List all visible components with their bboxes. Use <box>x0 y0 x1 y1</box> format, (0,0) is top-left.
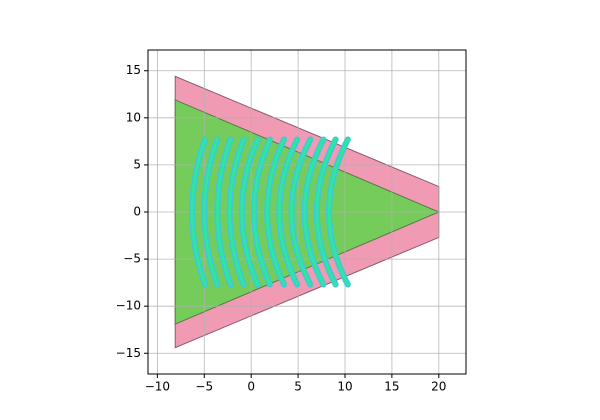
y-tick-label: 10 <box>126 110 141 124</box>
arc-fill <box>327 137 350 287</box>
x-tick-label: 10 <box>337 380 352 394</box>
y-tick-label: −5 <box>123 252 141 266</box>
arc <box>313 136 339 288</box>
arc <box>189 136 209 288</box>
y-tick-label: 15 <box>126 63 141 77</box>
arc-fill <box>228 137 246 287</box>
arc-fill <box>215 137 233 287</box>
x-tick-label: 15 <box>384 380 399 394</box>
x-tick-label: −5 <box>195 380 213 394</box>
x-tick-label: 5 <box>294 380 302 394</box>
arc-fill <box>290 137 312 287</box>
arc-fill <box>303 137 325 287</box>
arc <box>264 136 288 288</box>
arc <box>301 136 327 288</box>
y-tick-label: −15 <box>116 346 141 360</box>
arc <box>326 136 351 288</box>
y-tick-label: −10 <box>116 299 141 313</box>
x-tick-label: 0 <box>247 380 255 394</box>
arc <box>226 136 247 288</box>
arc <box>201 136 221 288</box>
arc-fill <box>315 137 338 287</box>
arc-fill <box>202 137 219 287</box>
arc-fill <box>240 137 260 287</box>
y-tick-label: 5 <box>133 157 141 171</box>
arc <box>238 136 261 288</box>
arc-fill <box>277 137 299 287</box>
arc <box>288 136 314 288</box>
arc-fill <box>252 137 272 287</box>
arc <box>276 136 301 288</box>
x-tick-label: −10 <box>145 380 170 394</box>
arc <box>214 136 234 288</box>
arc <box>250 136 273 288</box>
arc-fill <box>265 137 286 287</box>
y-tick-label: 0 <box>133 205 141 219</box>
arc-fill <box>190 137 207 287</box>
x-tick-label: 20 <box>431 380 446 394</box>
